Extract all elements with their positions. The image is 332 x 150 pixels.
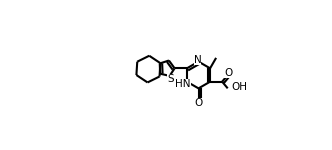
Text: OH: OH <box>231 82 247 92</box>
Text: S: S <box>167 74 174 84</box>
Text: N: N <box>194 55 202 65</box>
Text: O: O <box>224 68 232 78</box>
Text: HN: HN <box>175 79 191 88</box>
Text: O: O <box>194 98 203 108</box>
